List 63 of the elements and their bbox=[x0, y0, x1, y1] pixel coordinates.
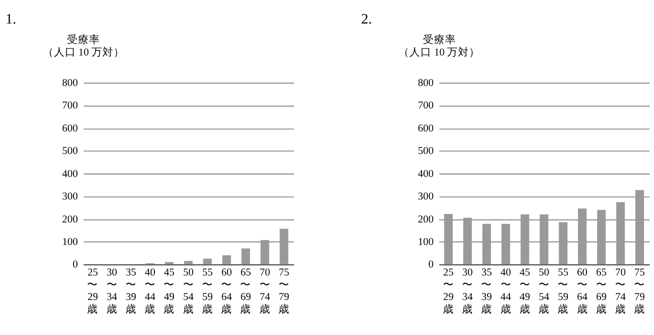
x-tick-label: 60 〜 64 歳 bbox=[576, 267, 588, 316]
y-tick-label: 100 bbox=[62, 236, 78, 248]
y-tick-label: 200 bbox=[62, 214, 78, 226]
bar bbox=[597, 210, 606, 264]
x-tick-label: 55 〜 59 歳 bbox=[558, 267, 569, 316]
x-tick-label: 30 〜 34 歳 bbox=[462, 267, 474, 316]
x-tick-label: 35 〜 39 歳 bbox=[481, 267, 492, 316]
bar bbox=[540, 214, 548, 264]
x-tick-label: 25 〜 29 歳 bbox=[87, 267, 98, 316]
y-tick-label: 700 bbox=[418, 100, 434, 112]
y-tick-label: 600 bbox=[62, 123, 78, 134]
y-tick-label: 0 bbox=[428, 260, 434, 271]
bar bbox=[616, 202, 625, 264]
y-tick-label: 600 bbox=[418, 123, 434, 134]
x-tick-label: 30 〜 34 歳 bbox=[106, 267, 118, 316]
bar bbox=[203, 258, 212, 264]
x-tick-label: 60 〜 64 歳 bbox=[221, 267, 233, 316]
y-axis-title: 受療率 bbox=[67, 33, 100, 46]
bar bbox=[463, 218, 472, 264]
x-tick-label: 75 〜 79 歳 bbox=[278, 267, 290, 316]
y-tick-label: 800 bbox=[418, 78, 434, 90]
bar bbox=[482, 224, 491, 264]
x-tick-label: 70 〜 74 歳 bbox=[259, 267, 271, 316]
y-tick-label: 500 bbox=[62, 146, 78, 158]
x-tick-label: 75 〜 79 歳 bbox=[634, 267, 646, 316]
x-tick-label: 25 〜 29 歳 bbox=[442, 267, 454, 316]
bar bbox=[635, 190, 644, 264]
x-tick-label: 65 〜 69 歳 bbox=[240, 267, 252, 316]
x-tick-label: 70 〜 74 歳 bbox=[615, 267, 627, 316]
bar bbox=[260, 240, 270, 264]
y-tick-label: 400 bbox=[62, 168, 78, 180]
y-tick-label: 300 bbox=[418, 192, 434, 203]
chart-title: 2. bbox=[361, 11, 372, 28]
text: （人口 10 万対） bbox=[398, 45, 480, 58]
x-tick-label: 40 〜 44 歳 bbox=[144, 267, 156, 316]
bar bbox=[222, 255, 231, 264]
y-tick-label: 200 bbox=[418, 214, 434, 226]
y-tick-label: 0 bbox=[72, 260, 78, 271]
bar bbox=[558, 222, 568, 264]
x-tick-label: 45 〜 49 歳 bbox=[164, 267, 175, 316]
chart-title: 1. bbox=[6, 11, 16, 28]
x-tick-label: 40 〜 44 歳 bbox=[500, 267, 512, 316]
bar bbox=[501, 224, 510, 264]
y-tick-label: 300 bbox=[62, 192, 78, 203]
x-tick-label: 35 〜 39 歳 bbox=[125, 267, 136, 316]
x-tick-label: 65 〜 69 歳 bbox=[596, 267, 607, 316]
x-tick-label: 50 〜 54 歳 bbox=[182, 267, 194, 316]
y-tick-label: 800 bbox=[62, 78, 78, 90]
x-tick-label: 55 〜 59 歳 bbox=[202, 267, 213, 316]
x-tick-label: 50 〜 54 歳 bbox=[538, 267, 550, 316]
y-tick-label: 400 bbox=[418, 168, 434, 180]
bar bbox=[578, 208, 587, 264]
y-axis-title: 受療率 bbox=[422, 33, 456, 46]
y-tick-label: 500 bbox=[418, 146, 434, 158]
x-tick-label: 45 〜 49 歳 bbox=[519, 267, 530, 316]
bar bbox=[280, 228, 288, 264]
text: （人口 10 万対） bbox=[42, 45, 125, 58]
bar bbox=[520, 214, 530, 264]
y-tick-label: 700 bbox=[62, 100, 78, 112]
bar bbox=[444, 214, 453, 264]
y-tick-label: 100 bbox=[418, 236, 434, 248]
bar bbox=[241, 248, 250, 264]
bar bbox=[184, 260, 193, 264]
